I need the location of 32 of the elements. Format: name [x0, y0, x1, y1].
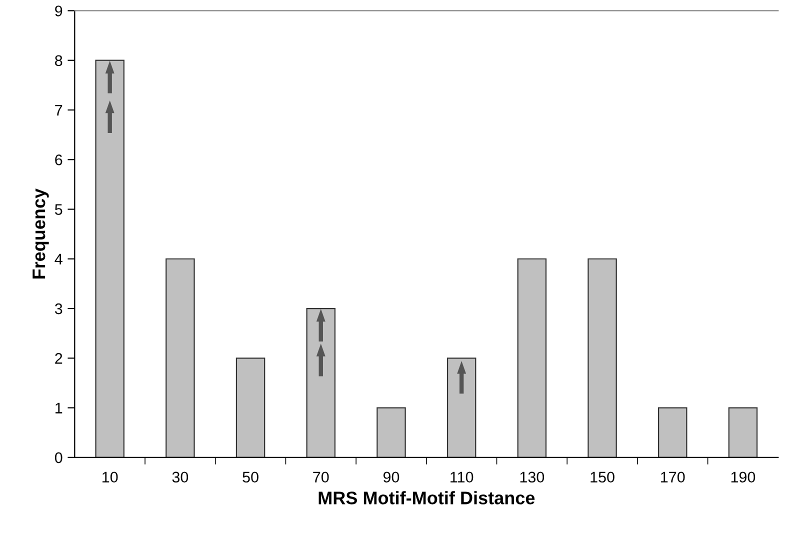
- y-tick-label: 8: [55, 55, 62, 66]
- y-tick-label: 1: [56, 402, 62, 414]
- x-tick-label: 130: [520, 472, 544, 483]
- y-tick-label: 5: [54, 204, 62, 215]
- y-tick-label: 3: [54, 303, 62, 314]
- bar: [236, 358, 266, 458]
- bar: [588, 258, 617, 458]
- y-axis-title: Frequency: [32, 188, 49, 279]
- y-tick-label: 4: [54, 254, 62, 264]
- y-tick-label: 9: [55, 6, 62, 16]
- bar: [446, 358, 476, 458]
- x-tick-label: 110: [450, 472, 474, 483]
- bar: [306, 308, 336, 458]
- x-tick-label: 70: [313, 472, 329, 483]
- bar: [95, 60, 124, 458]
- x-tick-label: 170: [661, 472, 685, 483]
- x-tick-label: 190: [731, 472, 756, 483]
- x-tick-label: 50: [242, 472, 258, 483]
- x-tick-label: 10: [102, 472, 118, 483]
- y-tick-label: 6: [55, 154, 62, 166]
- bar: [658, 407, 688, 458]
- bar: [376, 407, 406, 458]
- bar: [166, 258, 195, 458]
- x-axis-title: MRS Motif-Motif Distance: [318, 491, 535, 504]
- y-tick-label: 0: [54, 452, 62, 464]
- bar: [517, 258, 547, 458]
- x-tick-label: 150: [590, 472, 614, 483]
- bar: [728, 407, 758, 458]
- x-tick-label: 90: [383, 472, 400, 483]
- y-tick-label: 7: [55, 104, 62, 116]
- y-tick-label: 2: [55, 353, 62, 364]
- x-tick-label: 30: [172, 472, 188, 483]
